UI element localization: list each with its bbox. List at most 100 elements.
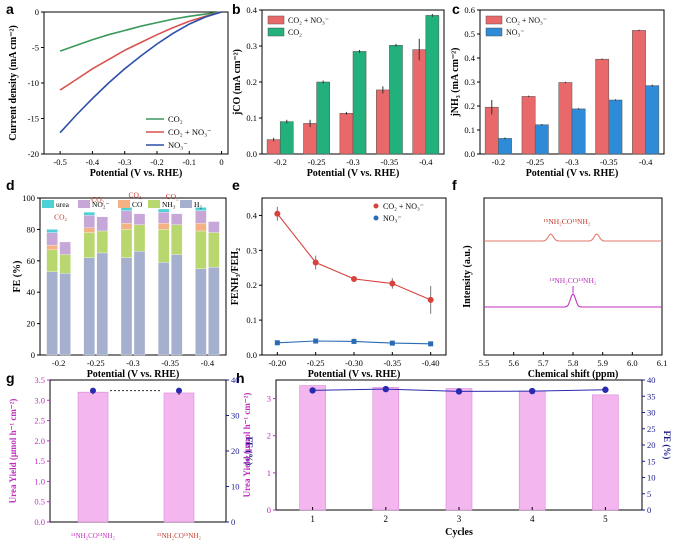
panel-g-bar <box>163 392 195 523</box>
panel-f-label-14N: ¹⁴NH₂CO¹⁴NH₂ <box>549 276 596 285</box>
panel-h-fe-point <box>602 386 609 393</box>
panel-d-y-tick-label: 80 <box>27 224 36 234</box>
panel-d-x-tick-label: -0.35 <box>161 358 179 368</box>
panel-d-x-tick-label: -0.2 <box>52 358 65 368</box>
panel-b-x-tick-label: -0.3 <box>346 157 359 167</box>
panel-c-legend-label: NO₃⁻ <box>506 28 525 37</box>
panel-h-bar <box>445 388 473 511</box>
panel-b-legend-swatch <box>267 27 285 37</box>
panel-a-y-tick-label: -10 <box>28 78 39 88</box>
panel-h-y-tick-label: 3 <box>267 394 271 404</box>
panel-a-y-tick-label: -20 <box>28 149 39 159</box>
panel-c-bar <box>608 99 623 155</box>
panel-h-x-tick-label: 4 <box>530 514 535 524</box>
panel-g-y2label: FE (%) <box>244 437 254 466</box>
panel-h-fe-point <box>529 387 536 395</box>
panel-a-legend-label: CO₂ <box>168 114 183 124</box>
panel-e-legend-label: CO₂ + NO₃⁻ <box>383 202 424 211</box>
panel-d-legend-label: H₂ <box>194 200 202 209</box>
panel-d-segment-H₂ <box>195 268 207 356</box>
panel-c-bar <box>498 138 512 155</box>
panel-d-segment-NH₃ <box>96 230 108 254</box>
panel-e-x-tick-label: -0.30 <box>345 358 363 368</box>
panel-h-xlabel: Cycles <box>445 527 473 538</box>
panel-b-bar <box>316 81 330 155</box>
panel-e-y-tick-label: 0.3 <box>246 245 257 255</box>
panel-label-d: d <box>6 177 15 193</box>
panel-b-y-tick-label: 0.1 <box>246 113 257 123</box>
panel-d-segment-CO <box>83 227 95 233</box>
panel-h-fe-point <box>382 385 389 393</box>
panel-c-y-tick-label: 0.0 <box>464 149 475 159</box>
panel-h-y2-tick-label: 35 <box>647 391 656 401</box>
panel-h-y2-tick-label: 0 <box>647 505 651 515</box>
panel-g-fe-point <box>90 387 96 394</box>
panel-d-segment-NO₂⁻ <box>59 241 71 255</box>
panel-c-bar <box>534 124 549 155</box>
panel-h-x-tick-label: 5 <box>603 514 608 524</box>
panel-e-point <box>427 296 434 303</box>
panel-h-y2-tick-label: 25 <box>647 424 656 434</box>
panel-h-bar <box>372 387 400 511</box>
panel-d-segment-H₂ <box>59 273 71 356</box>
panel-b-y-tick-label: 0.4 <box>246 5 257 15</box>
panel-g-y-tick-label: 0.0 <box>34 517 45 527</box>
panel-d-segment-NO₂⁻ <box>158 211 170 224</box>
panel-c-x-tick-label: -0.35 <box>600 157 618 167</box>
panel-a-y-tick-label: -5 <box>32 43 39 53</box>
panel-d-segment-NO₂⁻ <box>83 215 95 228</box>
panel-d-segment-NO₂⁻ <box>120 210 133 224</box>
panel-c-legend-swatch <box>485 15 503 25</box>
panel-f-xlabel: Chemical shift (ppm) <box>528 369 619 380</box>
panel-h-bar <box>518 390 546 511</box>
panel-d-segment-CO <box>158 222 170 230</box>
panel-c-bar <box>571 108 586 155</box>
panel-h-x-tick-label: 1 <box>310 514 315 524</box>
panel-g-y-tick-label: 1.0 <box>34 476 45 486</box>
panel-h-bar <box>299 385 326 511</box>
panel-g-y-tick-label: 3.0 <box>34 395 45 405</box>
panel-e-point <box>274 340 280 346</box>
panel-b-bar <box>425 15 440 155</box>
panel-h-ylabel: Urea Yield (μmol h⁻¹ cm⁻²) <box>242 393 252 498</box>
panel-d-segment-H₂ <box>171 254 183 356</box>
panel-a-y-tick-label: -15 <box>28 114 39 124</box>
panel-g-y2-tick-label: 30 <box>231 411 240 421</box>
panel-a-line-1 <box>59 11 222 91</box>
panel-c-y-tick-label: 0.5 <box>464 29 475 39</box>
panel-g-y2-tick-label: 10 <box>231 482 240 492</box>
panel-a-legend-label: NO₃⁻ <box>168 140 188 150</box>
panel-b-x-tick-label: -0.25 <box>308 157 326 167</box>
panel-f-spectrum-1 <box>484 293 662 308</box>
panel-e-x-tick-label: -0.25 <box>307 358 325 368</box>
panel-d-annotation: CO₂ <box>166 192 179 201</box>
panel-b-bar <box>352 51 367 155</box>
panel-a-legend-label: CO₂ + NO₃⁻ <box>168 127 212 137</box>
panel-f-x-tick-label: 6.1 <box>657 358 668 368</box>
panel-g-x-tick-label: ¹⁴NH₂CO¹⁴NH₂ <box>71 532 115 540</box>
panel-h-y2-tick-label: 10 <box>647 473 656 483</box>
panel-b-y-tick-label: 0.0 <box>246 149 257 159</box>
panel-d-segment-H₂ <box>133 251 146 356</box>
panel-d-y-tick-label: 100 <box>22 193 35 203</box>
panel-d-segment-NH₃ <box>133 224 146 252</box>
panel-b-legend-label: CO₂ <box>288 28 302 37</box>
panel-f-x-tick-label: 5.6 <box>508 358 519 368</box>
panel-d-segment-NH₃ <box>208 232 220 268</box>
panel-g-y-tick-label: 3.5 <box>34 375 45 385</box>
panel-label-h: h <box>236 370 245 386</box>
panel-h-fe-point <box>309 387 316 394</box>
panel-e-y-tick-label: 0.1 <box>246 315 257 325</box>
panel-h-x-tick-label: 3 <box>457 514 462 524</box>
panel-d-segment-NO₂⁻ <box>171 213 183 225</box>
panel-b-x-tick-label: -0.2 <box>273 157 286 167</box>
panel-d-legend-swatch <box>180 200 192 208</box>
panel-b-bar <box>303 123 317 155</box>
panel-a-x-tick-label: -0.3 <box>118 157 131 167</box>
panel-c-y-tick-label: 0.3 <box>464 77 475 87</box>
panel-d-segment-NO₂⁻ <box>133 213 146 225</box>
panel-e-y-tick-label: 0.2 <box>246 280 257 290</box>
panel-d-legend-swatch <box>42 200 54 208</box>
panel-h-y-tick-label: 1 <box>267 468 271 478</box>
